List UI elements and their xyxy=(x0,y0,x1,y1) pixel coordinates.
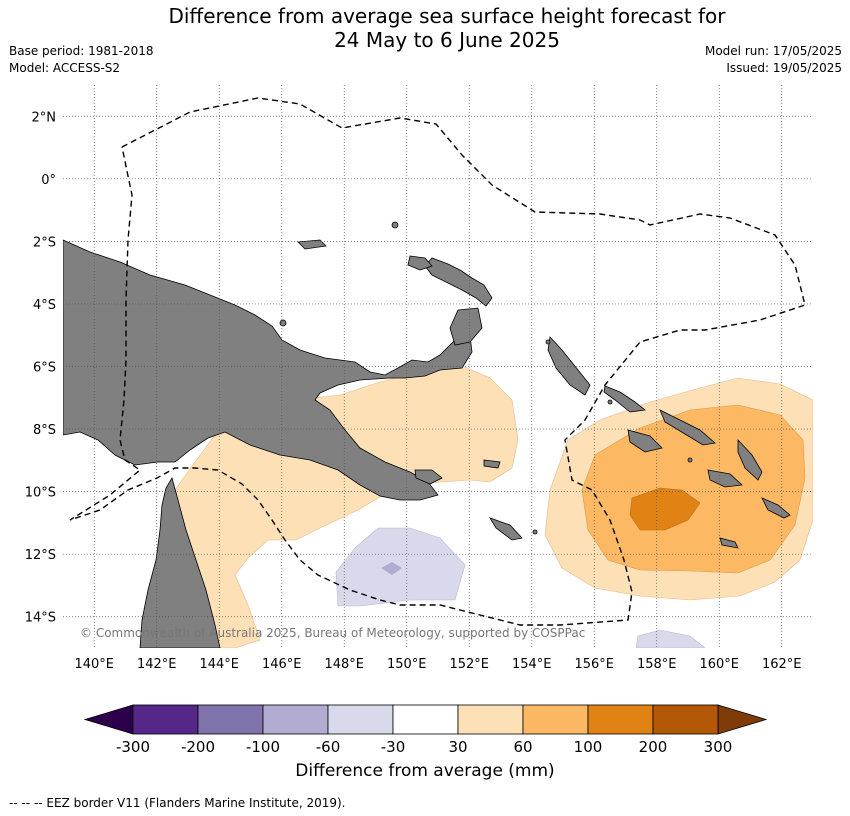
colorbar-tick-label: 60 xyxy=(513,738,532,756)
colorbar-label: Difference from average (mm) xyxy=(295,761,555,781)
islet-3 xyxy=(545,339,551,345)
colorbar-tick-label: -200 xyxy=(181,738,215,756)
lon-labels: 140°E 142°E 144°E 146°E 148°E 150°E 152°E 154°E… xyxy=(74,657,801,672)
new-britain-south xyxy=(449,307,483,346)
lat-tick-label: 14°S xyxy=(25,611,56,626)
cape-york xyxy=(139,476,221,648)
copyright-text: © Commonwealth of Australia 2025, Bureau… xyxy=(80,626,585,640)
lat-tick-label: 8°S xyxy=(33,423,56,438)
title-line-2: 24 May to 6 June 2025 xyxy=(334,28,560,52)
lon-tick-label: 150°E xyxy=(387,657,427,672)
model-name: Model: ACCESS-S2 xyxy=(9,61,121,75)
eez-border xyxy=(69,97,806,626)
guadalcanal xyxy=(627,429,663,453)
colorbar-bin xyxy=(262,704,329,735)
colorbar-tick-label: -300 xyxy=(116,738,150,756)
colorbar-tick-label: -100 xyxy=(246,738,280,756)
lon-tick-label: 144°E xyxy=(199,657,239,672)
lon-tick-label: 148°E xyxy=(324,657,364,672)
lon-tick-label: 160°E xyxy=(699,657,739,672)
islet-1 xyxy=(391,221,399,229)
makira xyxy=(707,469,743,488)
anomaly-neg-30-60 xyxy=(335,527,466,607)
new-ireland xyxy=(407,255,433,271)
santa-isabel xyxy=(659,409,716,446)
trobriand xyxy=(483,459,501,469)
dentrecasteaux xyxy=(414,469,443,485)
choiseul xyxy=(603,385,646,413)
colorbar-tick-label: -30 xyxy=(381,738,406,756)
issued-date: Issued: 19/05/2025 xyxy=(726,61,842,75)
rennell xyxy=(719,537,739,549)
anomaly-neg-30-60-south xyxy=(635,629,706,648)
lat-tick-label: 6°S xyxy=(33,361,56,376)
lat-tick-label: 2°S xyxy=(33,235,56,250)
colorbar-bin xyxy=(327,704,394,735)
colorbar-tick-label: 300 xyxy=(704,738,733,756)
lat-tick-label: 4°S xyxy=(33,298,56,313)
colorbar-bin xyxy=(392,704,459,735)
lon-tick-label: 154°E xyxy=(512,657,552,672)
colorbar-bin xyxy=(652,704,719,735)
colorbar: -300 -200 -100 -60 -30 30 60 100 200 300 xyxy=(83,704,768,756)
lat-tick-label: 12°S xyxy=(25,548,56,563)
new-britain xyxy=(424,257,493,307)
colorbar-extend-low xyxy=(83,704,134,735)
lat-tick-label: 0° xyxy=(41,173,56,188)
anomaly-neg-60-100 xyxy=(381,562,402,575)
lon-tick-label: 142°E xyxy=(137,657,177,672)
colorbar-bin xyxy=(457,704,524,735)
lat-tick-label: 10°S xyxy=(25,486,56,501)
bougainville xyxy=(547,336,591,396)
lon-tick-label: 140°E xyxy=(74,657,114,672)
louisiade xyxy=(489,517,523,541)
islet-2 xyxy=(279,319,287,327)
malaita xyxy=(737,438,763,481)
lon-tick-label: 158°E xyxy=(637,657,677,672)
map-plot-area xyxy=(63,85,813,648)
islet-6 xyxy=(532,529,538,535)
eez-legend: -- -- -- EEZ border V11 (Flanders Marine… xyxy=(9,796,346,810)
lat-tick-label: 2°N xyxy=(32,110,57,125)
colorbar-tick-label: 100 xyxy=(574,738,603,756)
lon-tick-label: 152°E xyxy=(449,657,489,672)
manus xyxy=(297,239,327,250)
base-period: Base period: 1981-2018 xyxy=(9,44,154,58)
anomaly-100-200 xyxy=(629,487,701,531)
title-line-1: Difference from average sea surface heig… xyxy=(168,4,726,28)
map-title: Difference from average sea surface heig… xyxy=(0,4,850,52)
land xyxy=(63,221,791,648)
colorbar-bin xyxy=(197,704,264,735)
colorbar-extend-high xyxy=(717,704,768,735)
colorbar-tick-label: 200 xyxy=(639,738,668,756)
colorbar-bin xyxy=(132,704,199,735)
new-guinea xyxy=(63,239,473,501)
meta-left: Base period: 1981-2018 Model: ACCESS-S2 xyxy=(9,43,154,77)
colorbar-tick-label: 30 xyxy=(448,738,467,756)
islet-4 xyxy=(607,399,613,405)
colorbar-bin xyxy=(522,704,589,735)
lon-tick-label: 156°E xyxy=(574,657,614,672)
graticule xyxy=(63,85,813,648)
model-run: Model run: 17/05/2025 xyxy=(704,44,842,58)
espiritu-santo xyxy=(761,497,791,519)
meta-right: Model run: 17/05/2025 Issued: 19/05/2025 xyxy=(705,43,842,77)
colorbar-tick-label: -60 xyxy=(316,738,341,756)
lat-labels: 2°N 0° 2°S 4°S 6°S 8°S 10°S 12°S 14°S xyxy=(25,110,56,625)
lon-tick-label: 146°E xyxy=(262,657,302,672)
islet-5 xyxy=(687,457,693,463)
colorbar-bin xyxy=(587,704,654,735)
lon-tick-label: 162°E xyxy=(762,657,802,672)
